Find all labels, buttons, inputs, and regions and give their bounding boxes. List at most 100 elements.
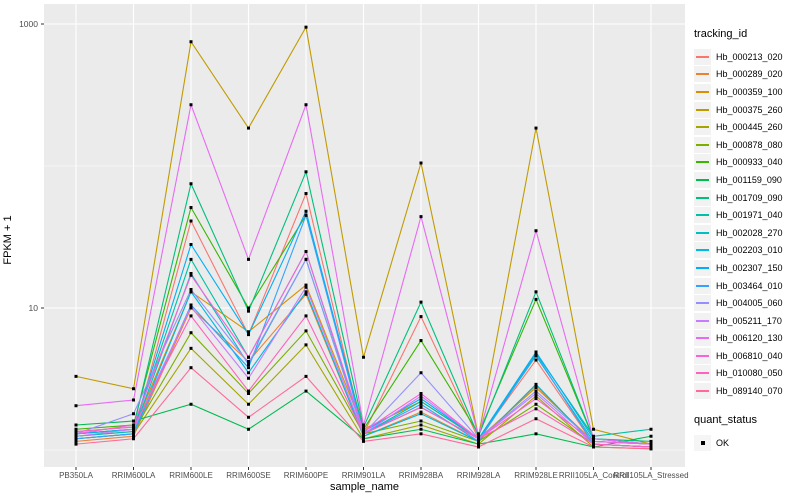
- data-point: [189, 366, 193, 370]
- legend-label: Hb_002203_010: [716, 245, 783, 256]
- legend-item-Hb_001709_090: Hb_001709_090: [694, 189, 798, 207]
- data-point: [74, 439, 78, 443]
- series-color-swatch: [696, 319, 709, 322]
- data-point: [189, 182, 193, 186]
- legend-key-line: [694, 365, 711, 382]
- data-point: [649, 427, 653, 431]
- data-point: [419, 161, 423, 165]
- legend-item-Hb_002203_010: Hb_002203_010: [694, 242, 798, 260]
- data-point: [592, 442, 595, 446]
- legend-item-Hb_002307_150: Hb_002307_150: [694, 259, 798, 277]
- data-point: [419, 410, 423, 414]
- legend-item-Hb_001159_090: Hb_001159_090: [694, 171, 798, 189]
- legend-label: Hb_000375_260: [716, 104, 783, 115]
- legend-key-line: [694, 207, 711, 224]
- legend-key-line: [694, 189, 711, 206]
- x-tick-label: RRII105LA_Stressed: [613, 471, 689, 480]
- data-point: [419, 397, 423, 401]
- data-point: [534, 407, 538, 411]
- series-color-swatch: [696, 354, 709, 357]
- legend-label: Hb_006810_040: [716, 350, 783, 361]
- data-point: [74, 437, 78, 441]
- data-point: [132, 437, 135, 441]
- x-tick-label: RRII105LA_Control: [558, 471, 629, 480]
- legend-key-line: [694, 224, 711, 241]
- legend-label: Hb_000445_260: [716, 122, 783, 133]
- legend-title-quant-status: quant_status: [694, 413, 757, 426]
- legend-item-Hb_006810_040: Hb_006810_040: [694, 347, 798, 365]
- series-color-swatch: [696, 161, 709, 164]
- legend-key-line: [694, 83, 711, 100]
- data-point: [419, 339, 423, 343]
- x-tick-label: RRIM928LE: [514, 471, 558, 480]
- legend-label: Hb_010080_050: [716, 368, 783, 379]
- data-point: [534, 432, 538, 436]
- data-point: [247, 376, 250, 380]
- data-point: [477, 437, 480, 441]
- series-color-swatch: [696, 55, 709, 58]
- legend-key-line: [694, 171, 711, 188]
- data-point: [534, 126, 538, 130]
- data-point: [592, 427, 595, 431]
- series-color-swatch: [696, 178, 709, 181]
- data-point: [477, 434, 480, 438]
- legend-item-Hb_001971_040: Hb_001971_040: [694, 206, 798, 224]
- legend-key-line: [694, 383, 711, 400]
- data-point: [534, 402, 538, 406]
- data-point: [477, 442, 480, 446]
- data-point: [304, 314, 308, 318]
- data-point: [132, 429, 135, 433]
- data-point: [534, 297, 538, 301]
- data-point: [362, 429, 365, 433]
- data-point: [189, 103, 193, 107]
- data-point: [362, 434, 365, 438]
- data-point: [132, 387, 135, 391]
- data-point: [419, 391, 423, 395]
- data-point: [419, 300, 423, 304]
- data-point: [419, 423, 423, 427]
- legend-key-line: [694, 259, 711, 276]
- data-point: [189, 219, 193, 223]
- data-point: [189, 314, 193, 318]
- data-point: [649, 445, 653, 449]
- legend-key-square: [694, 434, 711, 451]
- data-point: [419, 402, 423, 406]
- data-point: [74, 423, 78, 427]
- data-point: [189, 346, 193, 350]
- data-point: [132, 423, 135, 427]
- legend-label: Hb_002307_150: [716, 262, 783, 273]
- data-point: [419, 394, 423, 398]
- data-point: [534, 358, 538, 362]
- series-color-swatch: [696, 249, 709, 252]
- data-point: [132, 425, 135, 429]
- data-point: [189, 287, 193, 291]
- data-point: [189, 40, 193, 44]
- series-color-swatch: [696, 390, 709, 393]
- data-point: [419, 371, 423, 375]
- data-point: [419, 432, 423, 436]
- data-point: [304, 329, 308, 333]
- data-point: [649, 447, 653, 451]
- data-point: [189, 206, 193, 210]
- legend-key-line: [694, 242, 711, 259]
- x-tick-label: PB350LA: [59, 471, 93, 480]
- data-point: [74, 434, 78, 438]
- series-color-swatch: [696, 302, 709, 305]
- data-point: [304, 389, 308, 393]
- legend-item-Hb_000213_020: Hb_000213_020: [694, 48, 798, 66]
- data-point: [477, 432, 480, 436]
- data-point: [132, 427, 135, 431]
- legend-key-line: [694, 312, 711, 329]
- data-point: [419, 405, 423, 409]
- legend-key-line: [694, 48, 711, 65]
- legend-key-line: [694, 347, 711, 364]
- series-color-swatch: [696, 90, 709, 93]
- data-point: [362, 437, 365, 441]
- legend-label: Hb_002028_270: [716, 227, 783, 238]
- legend-label: Hb_000359_100: [716, 86, 783, 97]
- legend-item-Hb_010080_050: Hb_010080_050: [694, 365, 798, 383]
- x-tick-label: RRIM928BA: [398, 471, 444, 480]
- legend-item-Hb_003464_010: Hb_003464_010: [694, 277, 798, 295]
- series-color-swatch: [696, 284, 709, 287]
